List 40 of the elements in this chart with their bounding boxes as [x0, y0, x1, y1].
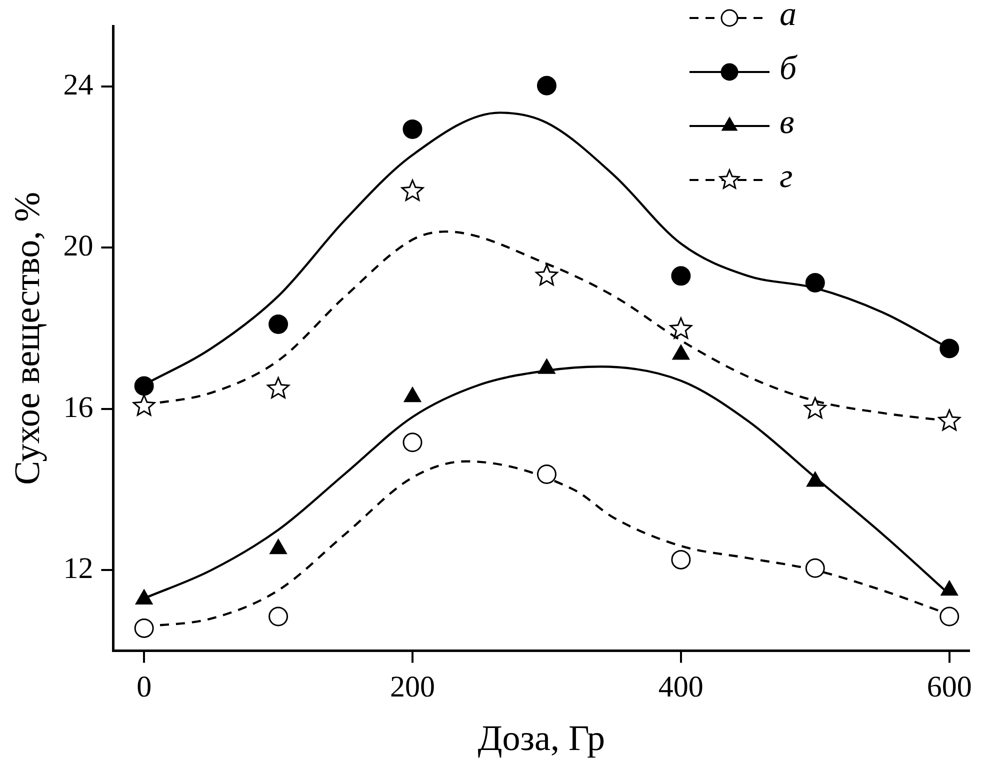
point [134, 376, 154, 396]
x-tick-label: 400 [658, 670, 704, 704]
point [268, 314, 288, 334]
point [134, 618, 154, 638]
y-tick-label: 12 [63, 552, 94, 586]
legend-label: г [780, 158, 793, 195]
legend-label: б [780, 50, 798, 87]
point [938, 409, 961, 431]
point [270, 539, 287, 554]
point [402, 432, 422, 452]
point [267, 377, 290, 398]
point [805, 558, 825, 578]
point [804, 397, 826, 419]
point [940, 606, 960, 626]
point [806, 472, 824, 487]
point [536, 76, 556, 96]
x-axis-title: Доза, Гр [478, 718, 606, 758]
point [940, 580, 958, 596]
point [136, 589, 153, 604]
point [536, 464, 556, 484]
x-tick-label: 600 [926, 670, 972, 704]
x-tick-label: 200 [390, 670, 435, 704]
y-tick-label: 20 [63, 230, 94, 263]
point [670, 317, 692, 339]
y-tick-label: 24 [63, 68, 94, 102]
point [132, 394, 156, 416]
point [940, 338, 960, 358]
point [671, 266, 691, 286]
point [401, 180, 424, 201]
legend-label: в [780, 104, 794, 141]
x-tick-label: 0 [136, 670, 152, 704]
point [404, 387, 422, 402]
point [268, 606, 288, 626]
y-tick-label: 16 [63, 390, 94, 424]
point [805, 273, 825, 293]
y-axis-title: Сухое вещество, % [7, 192, 48, 485]
point [671, 550, 691, 570]
legend-label: а [780, 0, 796, 33]
point [536, 264, 558, 286]
point [402, 119, 422, 139]
